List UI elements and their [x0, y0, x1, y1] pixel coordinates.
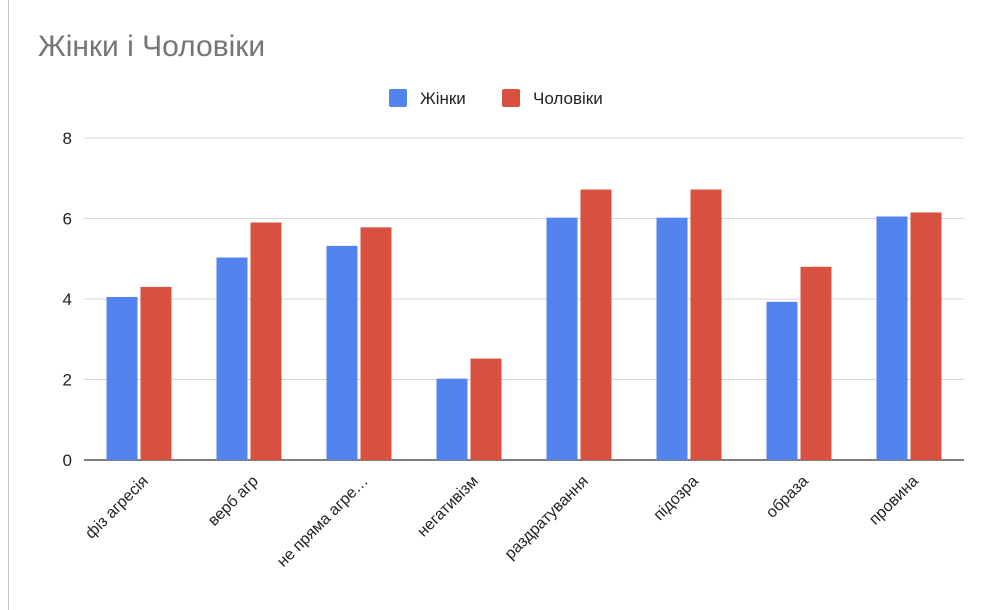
legend-label: Чоловіки [533, 89, 603, 108]
chart-title: Жінки і Чоловіки [38, 30, 266, 63]
legend-swatch [502, 89, 520, 107]
x-tick-label: образа [763, 473, 812, 522]
y-tick-label: 0 [63, 451, 72, 470]
x-tick-label: негативізм [414, 473, 481, 540]
x-tick-label: раздратування [502, 473, 592, 563]
bar-women [656, 217, 688, 460]
bar-men [800, 266, 832, 460]
y-tick-label: 4 [63, 290, 72, 309]
bar-women [876, 216, 908, 460]
x-tick-label: верб агр [205, 473, 262, 530]
x-tick-label: фіз агресія [82, 473, 151, 542]
bar-women [326, 245, 358, 460]
bar-men [360, 227, 392, 460]
bar-men [250, 222, 282, 460]
x-tick-label: підозра [651, 473, 702, 524]
bar-men [470, 358, 502, 460]
bar-women [436, 378, 468, 460]
bar-women [106, 296, 138, 460]
bar-men [690, 189, 722, 460]
bar-women [216, 257, 248, 460]
x-tick-label: не пряма агре… [274, 473, 372, 571]
legend-label: Жінки [420, 89, 466, 108]
y-tick-label: 6 [63, 210, 72, 229]
bar-men [910, 212, 942, 460]
bar-men [580, 189, 612, 460]
legend-swatch [389, 89, 407, 107]
bar-women [766, 301, 798, 460]
bar-men [140, 286, 172, 460]
bar-women [546, 217, 578, 460]
y-tick-label: 8 [63, 129, 72, 148]
panel-left-border [8, 0, 9, 610]
y-tick-label: 2 [63, 371, 72, 390]
x-tick-label: провина [866, 473, 922, 529]
